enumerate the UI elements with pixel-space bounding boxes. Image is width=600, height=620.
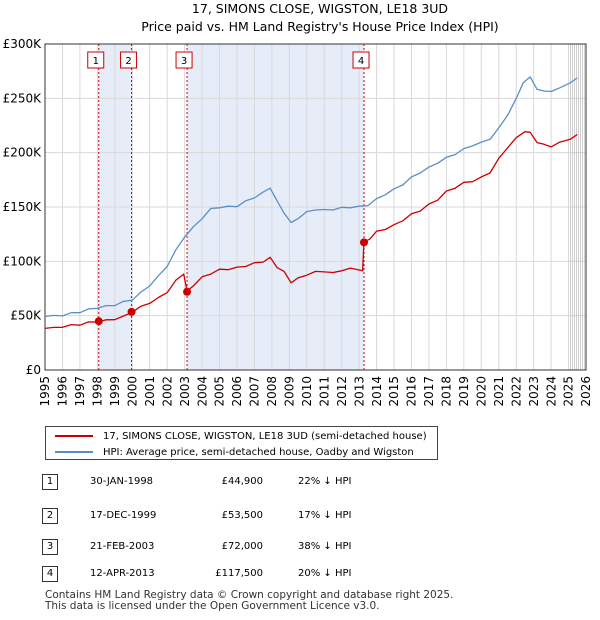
x-tick-label: 2024 (544, 376, 558, 407)
x-tick-label: 1997 (73, 376, 87, 407)
x-tick-label: 2015 (387, 376, 401, 407)
sale-point (360, 238, 369, 247)
transaction-hpi-diff: 20% ↓ HPI (298, 568, 352, 579)
sale-label-text: 1 (93, 56, 99, 67)
y-tick-label: £150K (3, 200, 43, 214)
chart-subtitle: Price paid vs. HM Land Registry's House … (141, 19, 498, 34)
transaction-hpi-diff: 38% ↓ HPI (298, 541, 352, 552)
transaction-date: 30-JAN-1998 (90, 476, 154, 487)
x-tick-label: 2007 (248, 376, 262, 407)
transaction-price: £44,900 (221, 476, 263, 487)
sale-point (127, 307, 136, 316)
x-tick-label: 2019 (457, 376, 471, 407)
series-lines (44, 76, 578, 330)
sale-label-text: 3 (181, 56, 187, 67)
footer: Contains HM Land Registry data © Crown c… (45, 590, 453, 612)
transaction-price: £117,500 (215, 568, 263, 579)
x-tick-label: 2009 (283, 376, 297, 407)
plot-frame (44, 43, 587, 371)
chart-title: 17, SIMONS CLOSE, WIGSTON, LE18 3UD (192, 1, 448, 16)
sale-label-box (175, 51, 193, 69)
footer-line-2: This data is licensed under the Open Gov… (45, 600, 380, 612)
series-line-property (44, 131, 578, 330)
x-tick-label: 2005 (213, 376, 227, 407)
transaction-price: £72,000 (221, 541, 263, 552)
transaction-hpi-diff: 17% ↓ HPI (298, 510, 352, 521)
x-tick-label: 2004 (195, 376, 209, 407)
legend-swatch-property (55, 435, 93, 437)
x-tick-label: 1996 (56, 376, 70, 407)
sale-point (94, 317, 103, 326)
sale-label-boxes: 1 2 3 4 (87, 51, 370, 69)
transaction-date: 17-DEC-1999 (90, 510, 157, 521)
x-tick-label: 2012 (335, 376, 349, 407)
x-tick-label: 1998 (91, 376, 105, 407)
x-tick-label: 2008 (265, 376, 279, 407)
price-chart: 17, SIMONS CLOSE, WIGSTON, LE18 3UD Pric… (3, 1, 594, 407)
x-tick-label: 1995 (38, 376, 52, 407)
x-tick-label: 2017 (422, 376, 436, 407)
series-line-hpi (44, 76, 578, 318)
transaction-number: 1 (42, 474, 58, 490)
legend-label-property: 17, SIMONS CLOSE, WIGSTON, LE18 3UD (sem… (103, 430, 427, 442)
sale-label-text: 2 (125, 56, 131, 67)
y-tick-label: £50K (10, 309, 42, 323)
x-tick-label: 2020 (474, 376, 488, 407)
footer-line-1: Contains HM Land Registry data © Crown c… (45, 589, 454, 601)
legend-item-hpi: HPI: Average price, semi-detached house,… (46, 444, 414, 460)
x-tick-label: 2010 (300, 376, 314, 407)
x-tick-label: 2014 (370, 376, 384, 407)
sale-label-box (87, 51, 105, 69)
x-tick-label: 2002 (160, 376, 174, 407)
legend: 17, SIMONS CLOSE, WIGSTON, LE18 3UD (sem… (45, 426, 438, 460)
legend-label-hpi: HPI: Average price, semi-detached house,… (103, 446, 414, 458)
x-tick-label: 2000 (125, 376, 139, 407)
x-tick-label: 2011 (317, 376, 331, 407)
y-tick-label: £250K (3, 91, 43, 105)
x-tick-label: 2013 (352, 376, 366, 407)
transaction-number: 3 (42, 539, 58, 555)
legend-swatch-hpi (55, 451, 93, 453)
y-axis-ticks: £0 £50K £100K £150K £200K £250K £300K (3, 37, 43, 377)
x-tick-label: 2022 (509, 376, 523, 407)
x-tick-label: 2021 (492, 376, 506, 407)
x-tick-label: 2023 (527, 376, 541, 407)
x-tick-label: 2016 (405, 376, 419, 407)
x-tick-label: 2006 (230, 376, 244, 407)
sale-label-box (120, 51, 138, 69)
sale-point (183, 287, 192, 296)
x-tick-label: 2025 (562, 376, 576, 407)
y-tick-label: £100K (3, 254, 43, 268)
x-tick-label: 2003 (178, 376, 192, 407)
x-tick-label: 2018 (440, 376, 454, 407)
x-tick-label: 2026 (579, 376, 593, 407)
x-axis-ticks: 1995 1996 1997 1998 1999 2000 2001 2002 2003 2004… (38, 376, 593, 407)
x-tick-label: 2001 (143, 376, 157, 407)
transaction-date: 21-FEB-2003 (90, 541, 155, 552)
forecast-hatch (569, 44, 585, 370)
y-tick-label: £200K (3, 146, 43, 160)
transaction-hpi-diff: 22% ↓ HPI (298, 476, 352, 487)
y-tick-label: £300K (3, 37, 43, 51)
transaction-date: 12-APR-2013 (90, 568, 155, 579)
transaction-price: £53,500 (221, 510, 263, 521)
sale-label-text: 4 (358, 56, 364, 67)
sale-points (94, 238, 369, 326)
transaction-number: 2 (42, 508, 58, 524)
x-tick-label: 1999 (108, 376, 122, 407)
sale-label-box (352, 51, 370, 69)
transaction-number: 4 (42, 566, 58, 582)
y-tick-label: £0 (26, 363, 41, 377)
legend-item-property: 17, SIMONS CLOSE, WIGSTON, LE18 3UD (sem… (46, 428, 427, 444)
